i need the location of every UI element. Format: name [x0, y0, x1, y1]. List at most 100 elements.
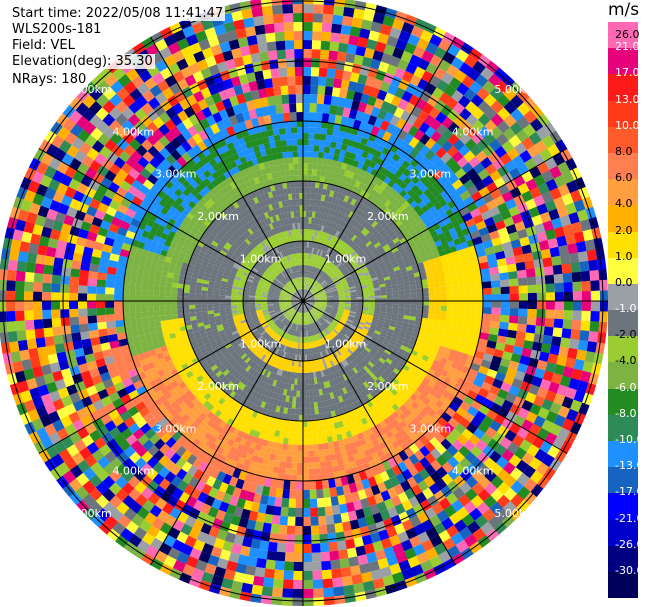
range-gate [181, 129, 193, 141]
range-gate [377, 376, 386, 384]
range-gate [422, 377, 431, 385]
range-gate [333, 319, 340, 324]
range-gate [424, 441, 436, 453]
range-gate [391, 440, 401, 449]
range-gate [302, 498, 311, 508]
range-gate [383, 417, 392, 426]
range-gate [14, 370, 27, 383]
range-gate [403, 144, 415, 156]
range-gate [530, 483, 544, 498]
range-gate [306, 305, 311, 311]
range-gate [322, 337, 327, 344]
range-gate [134, 457, 147, 470]
range-gate [405, 330, 413, 337]
range-gate [128, 201, 140, 213]
range-gate [89, 114, 103, 128]
range-gate [370, 347, 378, 354]
range-gate [499, 314, 510, 323]
range-gate [329, 366, 335, 374]
range-gate [517, 182, 530, 195]
range-gate [150, 184, 162, 196]
range-gate [99, 371, 112, 382]
range-gate [510, 108, 524, 122]
range-gate [89, 429, 102, 442]
range-gate [451, 412, 464, 424]
range-gate [338, 408, 345, 416]
range-gate [478, 186, 491, 198]
range-gate [74, 347, 85, 358]
range-gate [450, 532, 465, 546]
range-gate [250, 52, 261, 64]
range-gate [63, 250, 75, 261]
range-gate [341, 406, 348, 414]
range-gate [15, 280, 25, 292]
range-gate [399, 378, 408, 386]
range-gate [90, 461, 104, 475]
range-gate [281, 449, 288, 457]
range-gate [394, 87, 406, 99]
range-gate [473, 427, 486, 440]
range-gate [135, 190, 147, 201]
range-gate [270, 523, 280, 534]
range-gate [116, 421, 129, 434]
range-gate [323, 95, 332, 105]
range-gate [115, 125, 129, 139]
range-gate [7, 330, 18, 343]
range-gate [233, 84, 244, 96]
range-gate [140, 114, 153, 128]
range-gate [380, 303, 387, 307]
range-gate [356, 445, 364, 454]
range-gate [463, 439, 476, 452]
range-gate [582, 196, 594, 210]
range-gate [479, 261, 490, 270]
range-gate [514, 446, 527, 460]
range-gate [260, 60, 271, 71]
range-gate [371, 335, 379, 341]
range-gate [457, 345, 465, 354]
range-gate [136, 539, 151, 553]
range-gate [345, 52, 356, 64]
range-gate [344, 392, 351, 400]
range-gate [465, 475, 479, 489]
range-gate [394, 355, 402, 362]
range-gate [127, 113, 141, 127]
range-gate [367, 310, 375, 314]
range-gate [275, 40, 286, 51]
range-gate [108, 368, 120, 379]
range-gate [305, 306, 308, 313]
range-gate [441, 128, 454, 141]
range-gate [293, 31, 304, 41]
range-gate [250, 473, 260, 485]
range-gate [315, 340, 320, 347]
range-gate [344, 493, 354, 504]
range-gate [355, 406, 363, 415]
range-gate [320, 467, 328, 475]
range-gate [309, 317, 312, 324]
range-gate [303, 49, 312, 59]
range-gate [86, 231, 98, 242]
range-gate [69, 391, 82, 404]
range-gate [390, 95, 402, 107]
range-gate [133, 526, 147, 540]
range-gate [552, 152, 566, 166]
range-gate [327, 59, 337, 70]
range-gate [465, 463, 478, 476]
range-gate [235, 562, 247, 574]
range-gate [367, 342, 375, 349]
range-gate [359, 28, 371, 40]
range-gate [354, 365, 361, 372]
range-gate [582, 229, 594, 242]
range-gate [477, 463, 491, 477]
range-gate [176, 37, 190, 51]
range-gate [334, 446, 341, 454]
range-gate [533, 258, 544, 269]
range-gate [461, 513, 475, 527]
range-gate [346, 331, 353, 337]
range-gate [271, 587, 283, 598]
range-gate [156, 509, 170, 523]
range-gate [516, 269, 527, 279]
range-gate [489, 420, 502, 432]
range-gate [119, 344, 130, 354]
range-gate [521, 347, 532, 358]
range-gate [129, 88, 143, 102]
